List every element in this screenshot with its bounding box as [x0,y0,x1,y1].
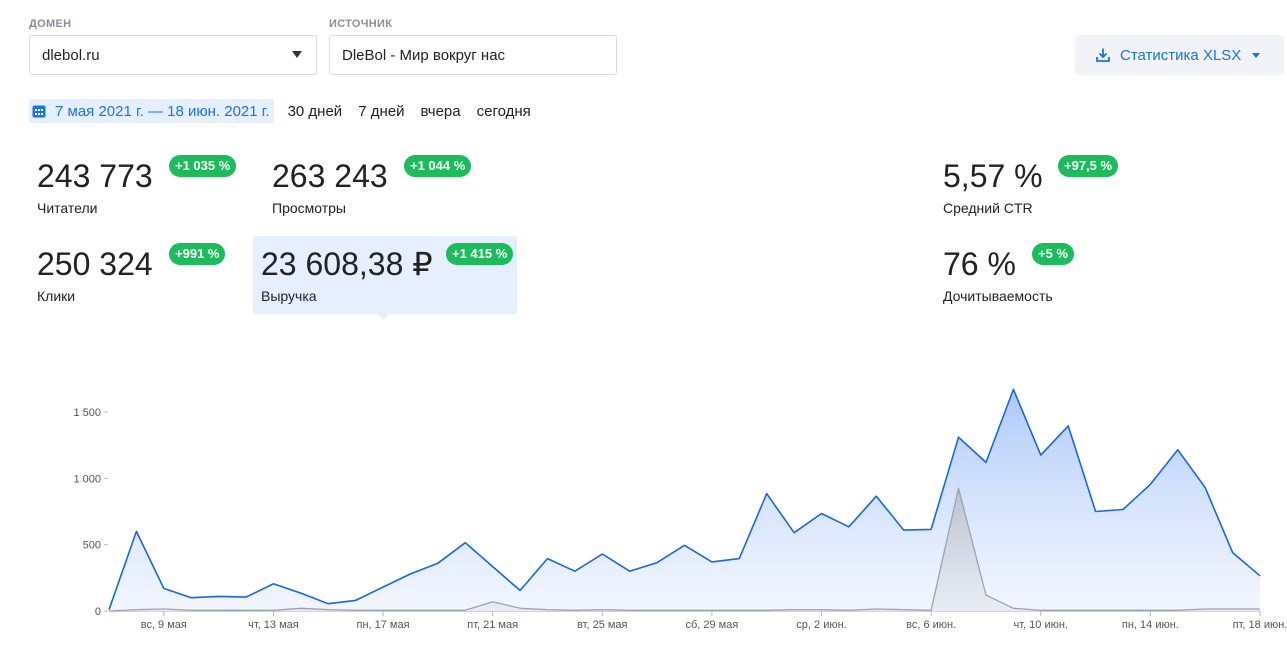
x-tick-label: вс, 6 июн. [906,619,956,631]
y-tick-label: 1 500 [73,407,101,419]
x-tick-label: сб, 29 мая [685,619,738,631]
quick-30-days[interactable]: 30 дней [287,102,343,120]
change-badge: +991 % [169,243,226,265]
date-range-text: 7 мая 2021 г. — 18 июн. 2021 г. [55,102,270,120]
series-main-line [108,388,1261,610]
quick-7-days[interactable]: 7 дней [358,102,405,120]
metric-value: 250 324 [37,246,153,282]
y-tick-label: 500 [83,540,101,552]
series-main-area [109,389,1260,611]
y-axis: 0 500 1 000 1 500 [73,407,108,618]
change-badge: +5 % [1032,243,1074,265]
daily-chart: 0 500 1 000 1 500 вс, 9 мая чт, 13 мая пн, 17… [73,388,1287,631]
x-tick-label: чт, 13 мая [248,619,299,631]
metric-label: Выручка [261,288,317,304]
metric-value: 5,57 % [943,158,1043,194]
x-tick-label: ср, 2 июн. [796,619,846,631]
date-range-picker[interactable]: 7 мая 2021 г. — 18 июн. 2021 г. [29,99,274,123]
change-badge: +1 044 % [404,155,472,177]
x-tick-label: чт, 10 июн. [1014,619,1068,631]
export-xlsx-button[interactable]: Статистика XLSX [1075,35,1284,75]
metric-label: Клики [37,288,76,304]
export-button-label: Статистика XLSX [1120,46,1242,64]
x-tick-label: вс, 9 мая [141,619,187,631]
metric-label: Читатели [37,200,98,216]
metric-revenue[interactable]: 23 608,38 ₽ Выручка [261,246,433,304]
metric-value: 23 608,38 ₽ [261,246,433,282]
chart-series [108,388,1261,612]
series-secondary-area [109,488,1260,611]
metric-clicks[interactable]: 250 324 Клики [37,246,153,304]
metric-value: 243 773 [37,158,153,194]
source-label: ИСТОЧНИК [329,18,393,30]
source-value: DleBol - Мир вокруг нас [342,46,506,64]
metric-read-rate[interactable]: 76 % Дочитываемость [943,246,1053,304]
x-tick-label: пт, 18 июн. [1233,619,1287,631]
calendar-icon [32,105,46,118]
date-filter-bar: 7 мая 2021 г. — 18 июн. 2021 г. 30 дней … [29,99,531,123]
change-badge: +97,5 % [1058,155,1119,177]
domain-label: ДОМЕН [29,18,72,30]
series-secondary-line [108,487,1260,612]
metric-value: 263 243 [272,158,388,194]
x-tick-label: пн, 17 мая [357,619,410,631]
change-badge: +1 035 % [169,155,237,177]
domain-select[interactable]: dlebol.ru [29,35,317,75]
metric-label: Просмотры [272,200,346,216]
metric-label: Дочитываемость [943,288,1053,304]
download-icon [1096,48,1110,62]
domain-value: dlebol.ru [42,46,100,64]
y-tick-label: 0 [95,606,101,618]
metric-readers[interactable]: 243 773 Читатели [37,158,153,216]
metric-value: 76 % [943,246,1016,282]
metric-ctr[interactable]: 5,57 % Средний CTR [943,158,1043,216]
x-tick-label: пн, 14 июн. [1122,619,1179,631]
y-tick-label: 1 000 [73,473,101,485]
dropdown-arrow-icon [1252,53,1260,58]
chevron-down-icon [292,51,302,58]
x-tick-label: вт, 25 мая [577,619,628,631]
quick-today[interactable]: сегодня [476,102,531,120]
x-tick-label: пт, 21 мая [467,619,518,631]
metric-label: Средний CTR [943,200,1033,216]
x-axis: вс, 9 мая чт, 13 мая пн, 17 мая пт, 21 мая в… [109,611,1287,631]
change-badge: +1 415 % [446,243,514,265]
quick-yesterday[interactable]: вчера [420,102,461,120]
metric-views[interactable]: 263 243 Просмотры [272,158,388,216]
source-field[interactable]: DleBol - Мир вокруг нас [329,35,617,75]
